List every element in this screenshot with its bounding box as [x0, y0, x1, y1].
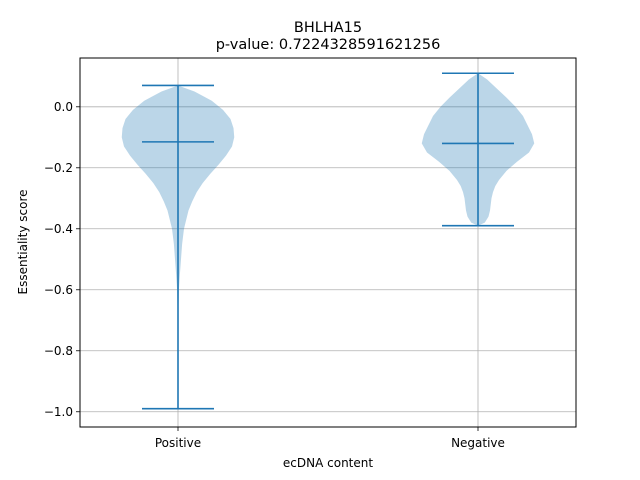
x-axis-label: ecDNA content — [283, 456, 373, 470]
chart-subtitle: p-value: 0.7224328591621256 — [216, 37, 441, 53]
chart-title: BHLHA15 — [294, 20, 362, 36]
y-tick-label: −0.2 — [44, 161, 73, 175]
y-tick-label: −0.8 — [44, 344, 73, 358]
x-tick-label: Negative — [451, 436, 505, 450]
violin-lines — [142, 72, 514, 410]
violin-bodies — [121, 73, 535, 409]
x-axis-ticks: Positive Negative — [155, 427, 505, 450]
y-tick-label: −0.6 — [44, 283, 73, 297]
y-tick-label: 0.0 — [54, 100, 73, 114]
y-axis-label: Essentiality score — [16, 190, 30, 295]
plot-frame — [79, 57, 577, 428]
x-tick-label: Positive — [155, 436, 201, 450]
y-tick-label: −1.0 — [44, 405, 73, 419]
y-axis-ticks: 0.0 −0.2 −0.4 −0.6 −0.8 −1.0 — [44, 100, 80, 419]
y-tick-label: −0.4 — [44, 222, 73, 236]
